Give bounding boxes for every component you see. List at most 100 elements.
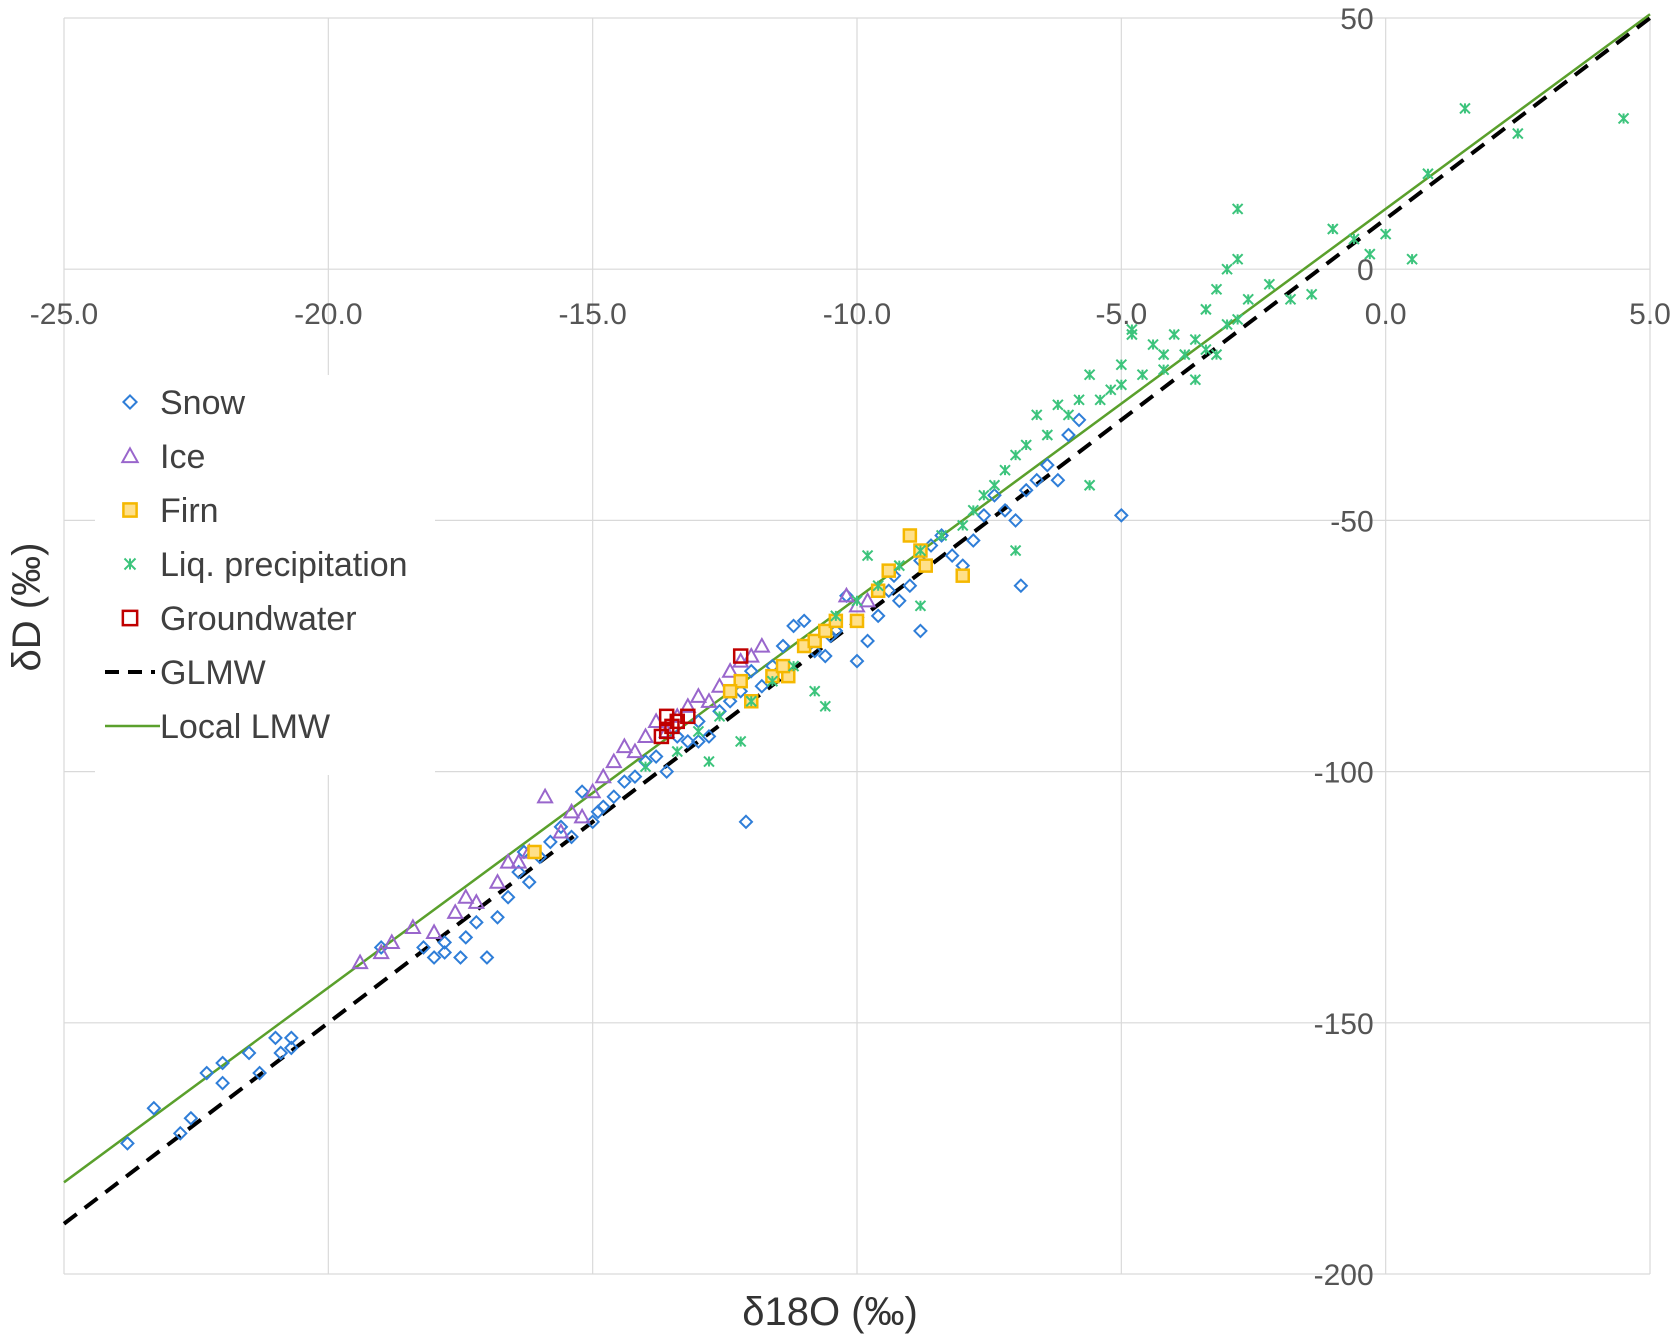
firn-point [918,558,933,573]
groundwater-point [653,728,670,745]
liq-precipitation-point [1200,303,1212,316]
groundwater-point [658,708,675,725]
x-tick-label: -5.0 [1095,298,1147,331]
snow-point [273,1045,289,1061]
snow-point [690,734,706,749]
ice-point [689,687,708,703]
snow-point [120,1135,135,1151]
liq-precipitation-point [978,489,990,501]
liq-precipitation-point [1115,358,1128,371]
liq-precipitation-point [893,559,906,572]
snow-point [437,935,453,950]
snow-point [521,874,537,890]
liq-precipitation-point [861,549,874,562]
liq-precipitation-point [1327,223,1339,235]
snow-point [426,950,442,965]
ice-point [679,697,697,713]
snow-point [1018,482,1034,498]
snow-point [1061,427,1076,443]
firn-point [818,623,833,639]
legend-ice: Ice [120,438,205,476]
liq-precipitation-point [851,595,863,607]
ice-point [615,737,634,754]
liq-precipitation-point [830,610,842,622]
liq-precipitation-point [639,760,652,773]
snow-point [511,864,527,880]
legend-label: GLMW [160,654,266,692]
snow-point [934,528,950,543]
y-tick-label: -200 [1314,1259,1374,1292]
snow-point [437,945,453,960]
liq-precipitation-point [703,755,715,768]
liq-precipitation-point [914,544,927,557]
snow-point [416,940,431,955]
snow-point [891,593,907,609]
snow-point [997,502,1013,518]
liq-precipitation-point [999,464,1011,476]
ice-point [351,953,369,970]
legend-background [95,375,435,775]
x-tick-label: 0.0 [1365,298,1407,331]
snow-point [252,1065,268,1081]
legend-firn-marker [122,502,138,518]
legend-ice-marker [120,446,140,464]
legend-snow-marker [121,393,139,411]
legend-label: Snow [160,384,245,422]
legend-liq-precipitation-marker [123,557,137,571]
liq-precipitation-point [1105,384,1117,396]
liq-precipitation-point [692,725,705,738]
snow-point [870,608,886,624]
ice-point [457,888,475,904]
liq-precipitation-point [1041,429,1054,441]
snow-point [849,653,865,669]
legend-groundwater: Groundwater [121,600,357,638]
liq-precipitation-point [819,700,831,712]
snow-point [913,623,928,639]
firn-point [807,633,822,649]
snow-point [786,618,801,634]
liq-precipitation-point [1094,394,1106,406]
snow-point [574,784,590,800]
snow-point [648,749,664,764]
legend-glmw: GLMW [105,654,266,692]
ice-point [383,933,401,950]
firn-point [902,528,918,543]
snow-point [479,950,495,965]
snow-point [146,1100,162,1116]
firn-point [775,658,791,674]
snow-point [500,889,516,905]
liq-precipitation-point [1231,253,1244,265]
snow-point [468,914,484,930]
snow-point [680,734,696,749]
ice-point [509,852,528,869]
snow-point [283,1040,299,1056]
liq-precipitation-point [872,580,884,592]
liq-precipitation-point [766,675,779,687]
liq-precipitation-point [1189,333,1202,346]
liq-precipitation-point [1020,439,1032,451]
legend-label: Local LMW [160,708,330,746]
liq-precipitation-point [1136,368,1149,381]
data-points [120,102,1630,1151]
legend-local-lmw: Local LMW [105,708,330,746]
ice-point [467,893,486,909]
ice-point [488,873,507,889]
snow-point [215,1055,231,1071]
snow-point [701,729,717,744]
snow-point [860,633,875,649]
y-tick-label: -50 [1330,505,1373,538]
snow-point [1113,507,1129,523]
snow-point [976,507,992,523]
liq-precipitation-point [1009,449,1022,461]
snow-point [590,804,606,820]
liq-precipitation-point [1379,228,1392,240]
liq-precipitation-point [1168,328,1180,341]
y-tick-label: -100 [1314,757,1374,790]
firn-point [955,568,970,583]
liq-precipitation-point [1189,374,1202,386]
legend-label: Groundwater [160,600,357,638]
liq-precipitation-point [1210,283,1223,296]
snow-point [775,638,791,654]
firn-point [527,844,542,860]
liq-precipitation-point [1062,409,1075,421]
